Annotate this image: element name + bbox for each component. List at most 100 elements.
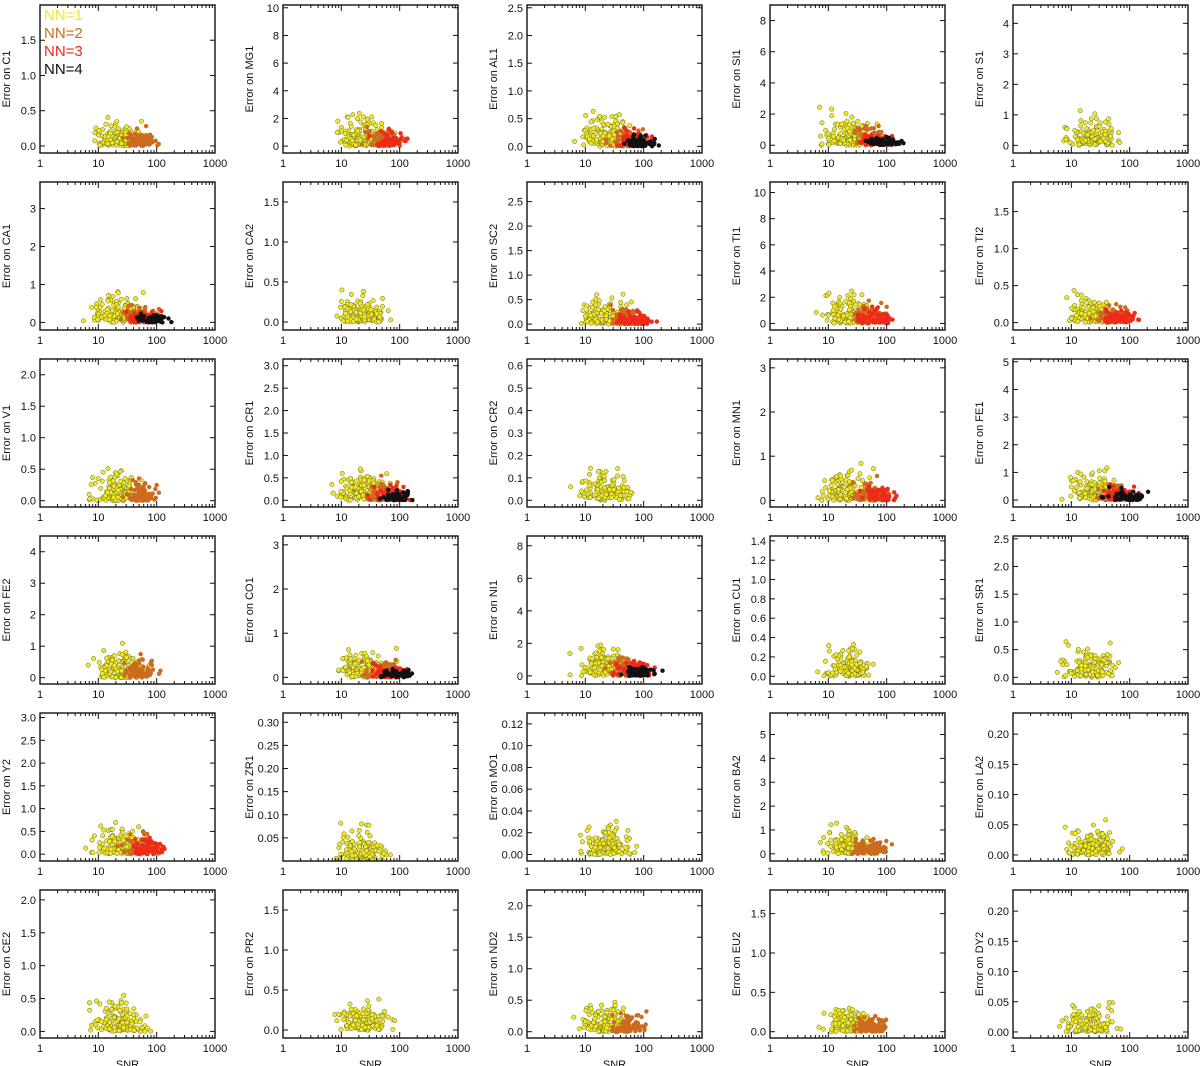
point [1119, 308, 1124, 313]
point [1110, 312, 1115, 317]
points-3 [572, 108, 661, 149]
x-tick-label: 1 [524, 158, 530, 170]
point [136, 476, 142, 481]
y-tick-label: 4 [1003, 18, 1009, 30]
point [616, 485, 622, 491]
point [99, 667, 105, 673]
y-axis-label: Error on AL1 [488, 48, 500, 110]
point [118, 478, 124, 484]
point [347, 497, 353, 503]
point [338, 494, 344, 500]
point [107, 317, 112, 323]
point [370, 298, 376, 304]
point [156, 141, 161, 147]
point [610, 307, 616, 313]
point [386, 487, 391, 492]
y-tick-label: 2.5 [508, 3, 523, 15]
point [844, 496, 849, 501]
y-tick-label: 3 [1003, 412, 1009, 424]
point [1136, 317, 1141, 322]
point [596, 469, 601, 475]
point [895, 140, 900, 145]
point [371, 134, 376, 139]
y-axis-label: Error on CR2 [488, 401, 500, 466]
y-axis-label: Error on TI1 [731, 227, 743, 286]
point [1096, 468, 1102, 474]
point [622, 141, 627, 146]
point [587, 483, 593, 488]
point [350, 137, 355, 143]
point [618, 143, 624, 148]
point [877, 137, 882, 142]
y-tick-label: 8 [760, 16, 766, 28]
point [1103, 119, 1108, 125]
point [375, 653, 381, 659]
point [393, 645, 399, 651]
point [599, 119, 605, 125]
y-tick-label: 1.0 [264, 450, 279, 462]
point [361, 482, 367, 488]
point [1131, 484, 1137, 489]
point [340, 318, 346, 324]
point [1109, 142, 1115, 148]
point [837, 141, 843, 147]
point [621, 478, 627, 484]
point [1103, 318, 1108, 323]
point [1115, 316, 1120, 321]
point [622, 125, 627, 131]
y-tick-label: 2 [760, 292, 766, 304]
point [614, 320, 619, 326]
point [348, 302, 354, 308]
point [602, 485, 608, 491]
point [634, 321, 639, 326]
point [863, 123, 869, 129]
point [100, 469, 106, 475]
point [111, 483, 117, 489]
point [1102, 478, 1108, 484]
y-tick-label: 2 [760, 109, 766, 121]
y-tick-label: 2.5 [508, 197, 523, 209]
point [1111, 484, 1116, 489]
point [580, 134, 586, 140]
point [1116, 130, 1122, 136]
point [374, 311, 380, 317]
y-tick-label: 1.5 [21, 35, 36, 47]
point [374, 491, 380, 496]
point [1130, 316, 1135, 321]
point [582, 313, 588, 319]
point [133, 670, 138, 675]
points-9 [813, 288, 895, 326]
point [127, 131, 132, 136]
point [158, 668, 163, 673]
point [873, 489, 878, 494]
point [377, 484, 382, 489]
point [362, 129, 368, 135]
point [821, 493, 827, 499]
point [348, 291, 354, 297]
point [1121, 496, 1126, 501]
point [377, 135, 382, 141]
y-tick-label: 2.0 [508, 30, 523, 42]
point [381, 138, 386, 143]
y-tick-label: 0 [30, 317, 36, 329]
point [611, 317, 616, 322]
point [855, 118, 861, 124]
point [353, 309, 359, 315]
point [148, 141, 153, 146]
point [1067, 139, 1073, 145]
point [845, 473, 851, 478]
y-tick-label: 8 [760, 214, 766, 226]
x-tick-label: 1000 [933, 335, 957, 347]
point [343, 142, 349, 148]
y-tick-label: 0.0 [264, 495, 279, 507]
plot-frame [526, 181, 703, 331]
point [129, 302, 135, 308]
point [104, 655, 110, 661]
point [140, 318, 145, 323]
x-tick-label: 10 [335, 512, 347, 524]
point [881, 495, 886, 501]
